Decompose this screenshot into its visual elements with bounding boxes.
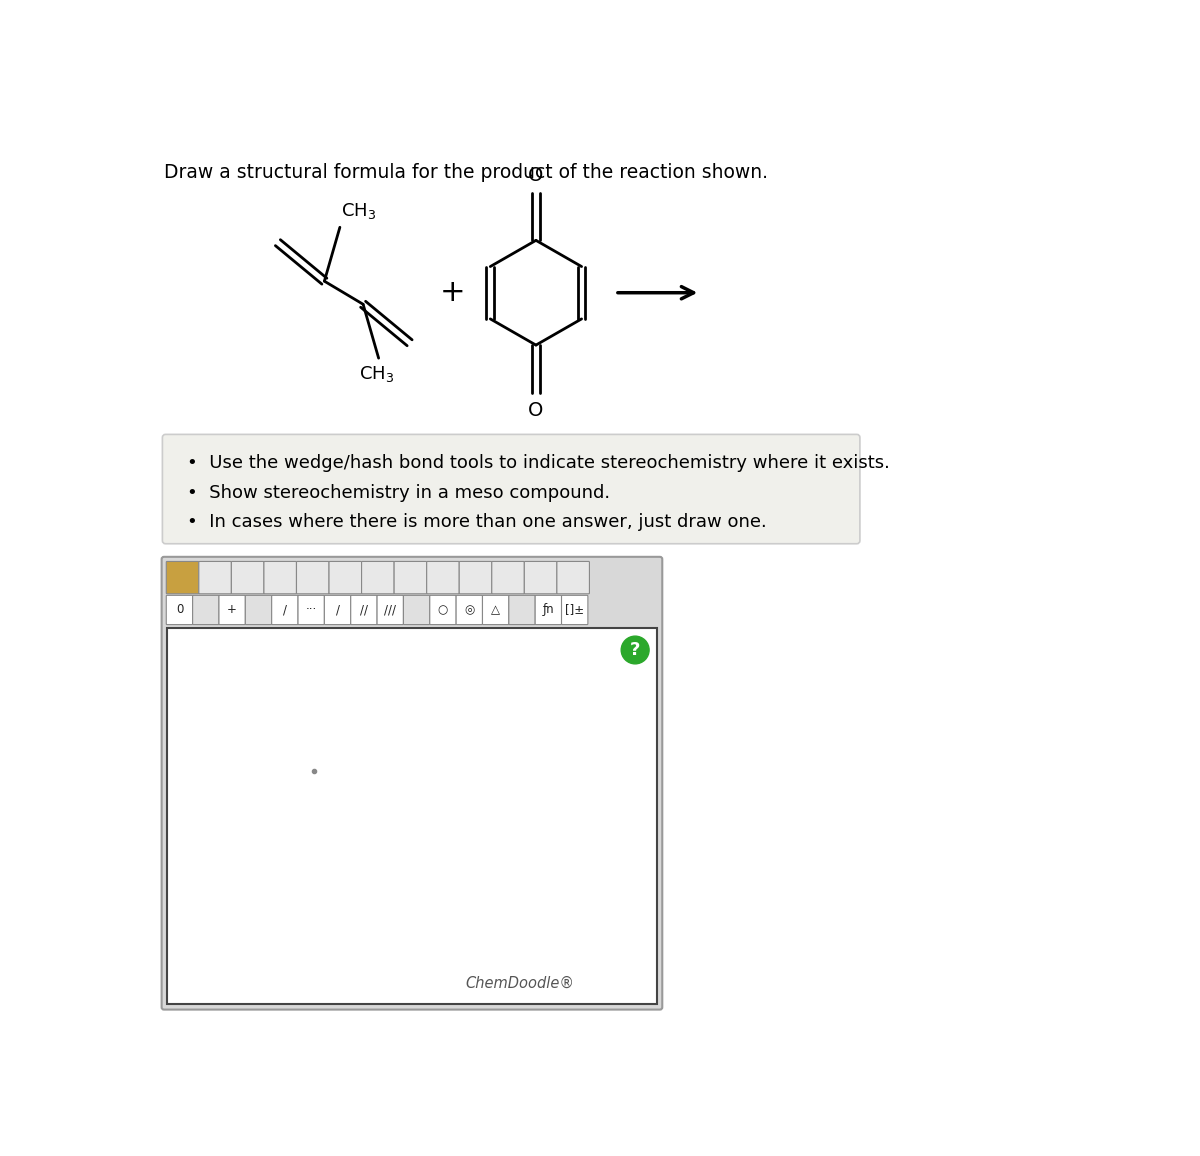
Text: 0: 0 — [175, 603, 184, 616]
FancyBboxPatch shape — [482, 595, 509, 624]
FancyBboxPatch shape — [162, 557, 662, 1009]
FancyBboxPatch shape — [562, 595, 588, 624]
Text: •  Use the wedge/hash bond tools to indicate stereochemistry where it exists.: • Use the wedge/hash bond tools to indic… — [187, 454, 890, 473]
Text: ƒn: ƒn — [542, 603, 554, 616]
Text: O: O — [528, 166, 544, 185]
FancyBboxPatch shape — [264, 562, 296, 594]
Text: +: + — [439, 279, 466, 307]
Text: /: / — [283, 603, 287, 616]
Text: +: + — [227, 603, 238, 616]
Text: CH$_3$: CH$_3$ — [360, 364, 395, 384]
FancyBboxPatch shape — [298, 595, 324, 624]
FancyBboxPatch shape — [296, 562, 329, 594]
FancyBboxPatch shape — [245, 595, 271, 624]
Text: ○: ○ — [438, 603, 448, 616]
FancyBboxPatch shape — [456, 595, 482, 624]
Text: O: O — [528, 400, 544, 420]
FancyBboxPatch shape — [167, 562, 199, 594]
Text: △: △ — [491, 603, 500, 616]
Text: Draw a structural formula for the product of the reaction shown.: Draw a structural formula for the produc… — [164, 163, 768, 183]
FancyBboxPatch shape — [557, 562, 589, 594]
Text: ///: /// — [384, 603, 396, 616]
FancyBboxPatch shape — [271, 595, 298, 624]
FancyBboxPatch shape — [324, 595, 350, 624]
Text: •  Show stereochemistry in a meso compound.: • Show stereochemistry in a meso compoun… — [187, 483, 611, 502]
Bar — [167, 629, 656, 1005]
FancyBboxPatch shape — [492, 562, 524, 594]
FancyBboxPatch shape — [361, 562, 394, 594]
FancyBboxPatch shape — [394, 562, 427, 594]
FancyBboxPatch shape — [377, 595, 403, 624]
FancyBboxPatch shape — [460, 562, 492, 594]
Text: ◎: ◎ — [464, 603, 474, 616]
Circle shape — [622, 636, 649, 664]
FancyBboxPatch shape — [218, 595, 245, 624]
FancyBboxPatch shape — [167, 595, 193, 624]
FancyBboxPatch shape — [329, 562, 361, 594]
Text: ···: ··· — [306, 603, 317, 616]
FancyBboxPatch shape — [430, 595, 456, 624]
Text: //: // — [360, 603, 368, 616]
FancyBboxPatch shape — [403, 595, 430, 624]
Text: ?: ? — [630, 640, 641, 659]
FancyBboxPatch shape — [427, 562, 460, 594]
FancyBboxPatch shape — [509, 595, 535, 624]
Text: ChemDoodle®: ChemDoodle® — [466, 976, 575, 991]
FancyBboxPatch shape — [524, 562, 557, 594]
FancyBboxPatch shape — [350, 595, 377, 624]
FancyBboxPatch shape — [199, 562, 232, 594]
Text: /: / — [336, 603, 340, 616]
FancyBboxPatch shape — [232, 562, 264, 594]
Text: CH$_3$: CH$_3$ — [342, 201, 377, 221]
Text: []±: []± — [565, 603, 584, 616]
FancyBboxPatch shape — [535, 595, 562, 624]
FancyBboxPatch shape — [193, 595, 218, 624]
Text: •  In cases where there is more than one answer, just draw one.: • In cases where there is more than one … — [187, 513, 767, 531]
FancyBboxPatch shape — [162, 435, 860, 543]
